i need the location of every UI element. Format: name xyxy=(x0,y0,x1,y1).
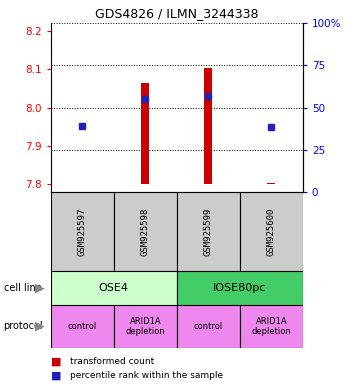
Bar xyxy=(114,305,177,348)
Bar xyxy=(177,192,240,271)
Text: ■: ■ xyxy=(51,357,61,367)
Bar xyxy=(204,68,212,184)
Text: GSM925599: GSM925599 xyxy=(204,207,213,255)
Text: GSM925598: GSM925598 xyxy=(141,207,150,255)
Bar xyxy=(51,192,114,271)
Text: ■: ■ xyxy=(51,371,61,381)
Text: IOSE80pc: IOSE80pc xyxy=(213,283,266,293)
Bar xyxy=(177,271,303,305)
Title: GDS4826 / ILMN_3244338: GDS4826 / ILMN_3244338 xyxy=(95,7,259,20)
Bar xyxy=(240,192,303,271)
Bar xyxy=(177,305,240,348)
Bar xyxy=(51,305,114,348)
Text: GSM925597: GSM925597 xyxy=(78,207,87,255)
Bar xyxy=(267,183,275,184)
Text: OSE4: OSE4 xyxy=(99,283,129,293)
Text: GSM925600: GSM925600 xyxy=(267,207,276,255)
Text: percentile rank within the sample: percentile rank within the sample xyxy=(70,371,223,380)
Text: control: control xyxy=(194,322,223,331)
Bar xyxy=(114,192,177,271)
Text: control: control xyxy=(68,322,97,331)
Text: ARID1A
depletion: ARID1A depletion xyxy=(125,317,165,336)
Text: cell line: cell line xyxy=(4,283,41,293)
Bar xyxy=(141,83,149,184)
Bar xyxy=(240,305,303,348)
Text: transformed count: transformed count xyxy=(70,357,154,366)
Bar xyxy=(51,271,177,305)
Text: protocol: protocol xyxy=(4,321,43,331)
Text: ▶: ▶ xyxy=(35,281,45,295)
Text: ▶: ▶ xyxy=(35,320,45,333)
Text: ARID1A
depletion: ARID1A depletion xyxy=(251,317,291,336)
